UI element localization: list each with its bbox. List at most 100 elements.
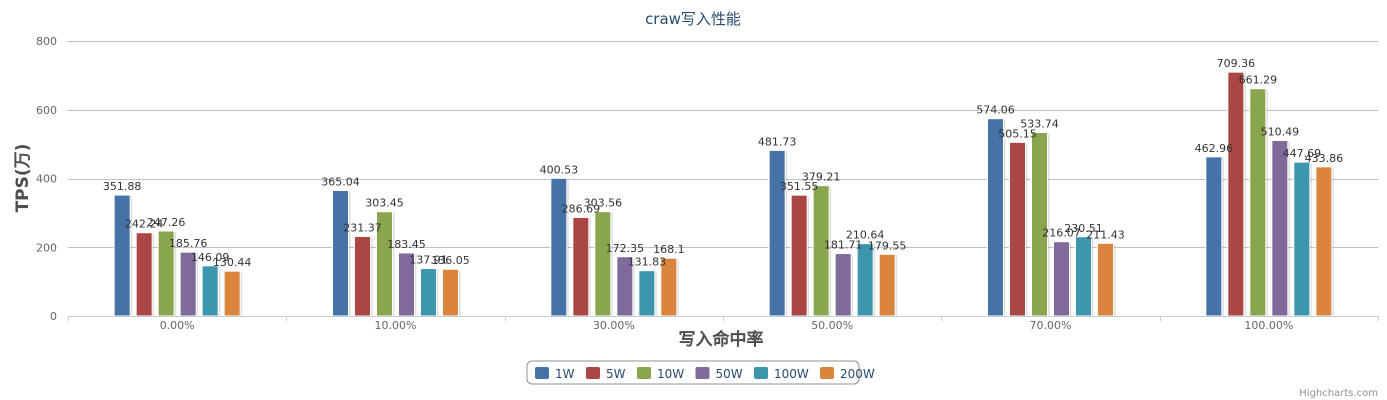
bar[interactable] bbox=[550, 177, 568, 317]
data-label: 400.53 bbox=[540, 163, 579, 176]
data-label: 351.55 bbox=[780, 180, 819, 193]
bar[interactable] bbox=[223, 270, 241, 317]
y-tick-label: 0 bbox=[50, 310, 57, 323]
bar[interactable] bbox=[1205, 156, 1223, 317]
x-tick-label: 10.00% bbox=[375, 319, 417, 332]
bar[interactable] bbox=[1271, 140, 1289, 317]
x-tick-label: 50.00% bbox=[811, 319, 853, 332]
bar[interactable] bbox=[987, 118, 1004, 317]
bar[interactable] bbox=[1315, 166, 1333, 317]
legend-box bbox=[526, 360, 860, 385]
y-tick-label: 600 bbox=[36, 104, 57, 117]
bar[interactable] bbox=[420, 268, 437, 317]
data-label: 379.21 bbox=[802, 171, 841, 184]
legend-swatch bbox=[754, 367, 768, 379]
legend-label: 5W bbox=[606, 367, 626, 381]
legend-item[interactable]: 10W bbox=[637, 367, 684, 381]
bar[interactable] bbox=[1249, 88, 1267, 317]
bar[interactable] bbox=[1053, 241, 1070, 317]
data-label: 230.51 bbox=[1064, 222, 1103, 235]
data-label: 211.43 bbox=[1086, 228, 1125, 241]
y-tick-label: 800 bbox=[36, 35, 57, 48]
data-label: 303.56 bbox=[584, 197, 623, 210]
bar[interactable] bbox=[354, 235, 371, 317]
legend-swatch bbox=[820, 367, 834, 379]
data-label: 510.49 bbox=[1261, 126, 1300, 139]
data-label: 242.24 bbox=[125, 218, 164, 231]
data-label: 168.1 bbox=[653, 243, 685, 256]
legend-label: 100W bbox=[774, 367, 809, 381]
data-label: 181.71 bbox=[824, 239, 863, 252]
data-label: 533.74 bbox=[1020, 118, 1059, 131]
legend-item[interactable]: 50W bbox=[695, 367, 743, 381]
data-label: 185.76 bbox=[169, 237, 208, 250]
credits-link[interactable]: Highcharts.com bbox=[1299, 388, 1378, 399]
data-label: 146.09 bbox=[191, 251, 230, 264]
legend-label: 1W bbox=[555, 367, 575, 381]
data-label: 286.69 bbox=[562, 202, 601, 215]
data-label: 303.45 bbox=[365, 197, 404, 210]
bar[interactable] bbox=[790, 194, 808, 317]
data-label: 447.69 bbox=[1283, 147, 1322, 160]
legend-item[interactable]: 200W bbox=[820, 367, 875, 381]
x-axis-title: 写入命中率 bbox=[679, 329, 764, 350]
data-label: 172.35 bbox=[606, 242, 645, 255]
bar[interactable] bbox=[572, 216, 590, 317]
bar[interactable] bbox=[442, 268, 459, 317]
bar[interactable] bbox=[1009, 141, 1026, 317]
data-label: 505.15 bbox=[998, 127, 1037, 140]
data-label: 247.26 bbox=[147, 216, 186, 229]
bar[interactable] bbox=[1031, 132, 1048, 317]
gridlines bbox=[68, 41, 1378, 248]
bar[interactable] bbox=[1097, 242, 1114, 317]
legend-item[interactable]: 100W bbox=[754, 367, 809, 381]
bar[interactable] bbox=[638, 270, 656, 317]
legend-label: 50W bbox=[716, 367, 743, 381]
legend-label: 10W bbox=[657, 367, 684, 381]
x-tick-label: 30.00% bbox=[593, 319, 635, 332]
legend-swatch bbox=[586, 367, 600, 379]
data-label: 131.83 bbox=[628, 256, 667, 269]
bar[interactable] bbox=[201, 265, 219, 317]
bar[interactable] bbox=[834, 253, 852, 317]
data-label: 661.29 bbox=[1239, 74, 1278, 87]
bars bbox=[113, 71, 1334, 317]
bar[interactable] bbox=[1075, 236, 1092, 317]
legend-item[interactable]: 5W bbox=[586, 367, 626, 381]
data-label: 365.04 bbox=[321, 176, 360, 189]
bar[interactable] bbox=[878, 253, 896, 317]
data-label: 709.36 bbox=[1217, 57, 1256, 70]
data-label: 351.88 bbox=[103, 180, 142, 193]
data-label: 231.37 bbox=[343, 221, 382, 234]
y-axis-title: TPS(万) bbox=[13, 144, 33, 213]
legend-item[interactable]: 1W bbox=[535, 367, 575, 381]
legend: 1W 5W 10W 50W 100W 200W bbox=[526, 360, 875, 385]
data-label: 130.44 bbox=[213, 256, 252, 269]
bar[interactable] bbox=[594, 211, 612, 317]
data-label: 481.73 bbox=[758, 135, 797, 148]
x-tick-label: 100.00% bbox=[1244, 319, 1293, 332]
data-label: 179.55 bbox=[868, 239, 907, 252]
bar[interactable] bbox=[1227, 71, 1245, 317]
bar[interactable] bbox=[135, 232, 153, 317]
bar[interactable] bbox=[113, 194, 131, 317]
y-tick-label: 200 bbox=[36, 241, 57, 254]
data-labels: 351.88 365.04 400.53 481.73 574.06 462.96 242.… bbox=[103, 57, 1343, 269]
bar[interactable] bbox=[856, 243, 874, 317]
data-label: 183.45 bbox=[387, 238, 426, 251]
data-label: 137.91 bbox=[409, 254, 448, 267]
bar[interactable] bbox=[1293, 161, 1311, 317]
data-label: 136.05 bbox=[431, 254, 470, 267]
chart-title: craw写入性能 bbox=[645, 10, 741, 28]
data-label: 216.07 bbox=[1042, 227, 1081, 240]
legend-swatch bbox=[535, 367, 549, 379]
bar[interactable] bbox=[768, 149, 786, 317]
data-label: 462.96 bbox=[1195, 142, 1234, 155]
bar[interactable] bbox=[332, 190, 349, 317]
legend-label: 200W bbox=[840, 367, 875, 381]
data-label: 210.64 bbox=[846, 229, 885, 242]
legend-swatch bbox=[637, 367, 651, 379]
data-label: 574.06 bbox=[976, 104, 1015, 117]
